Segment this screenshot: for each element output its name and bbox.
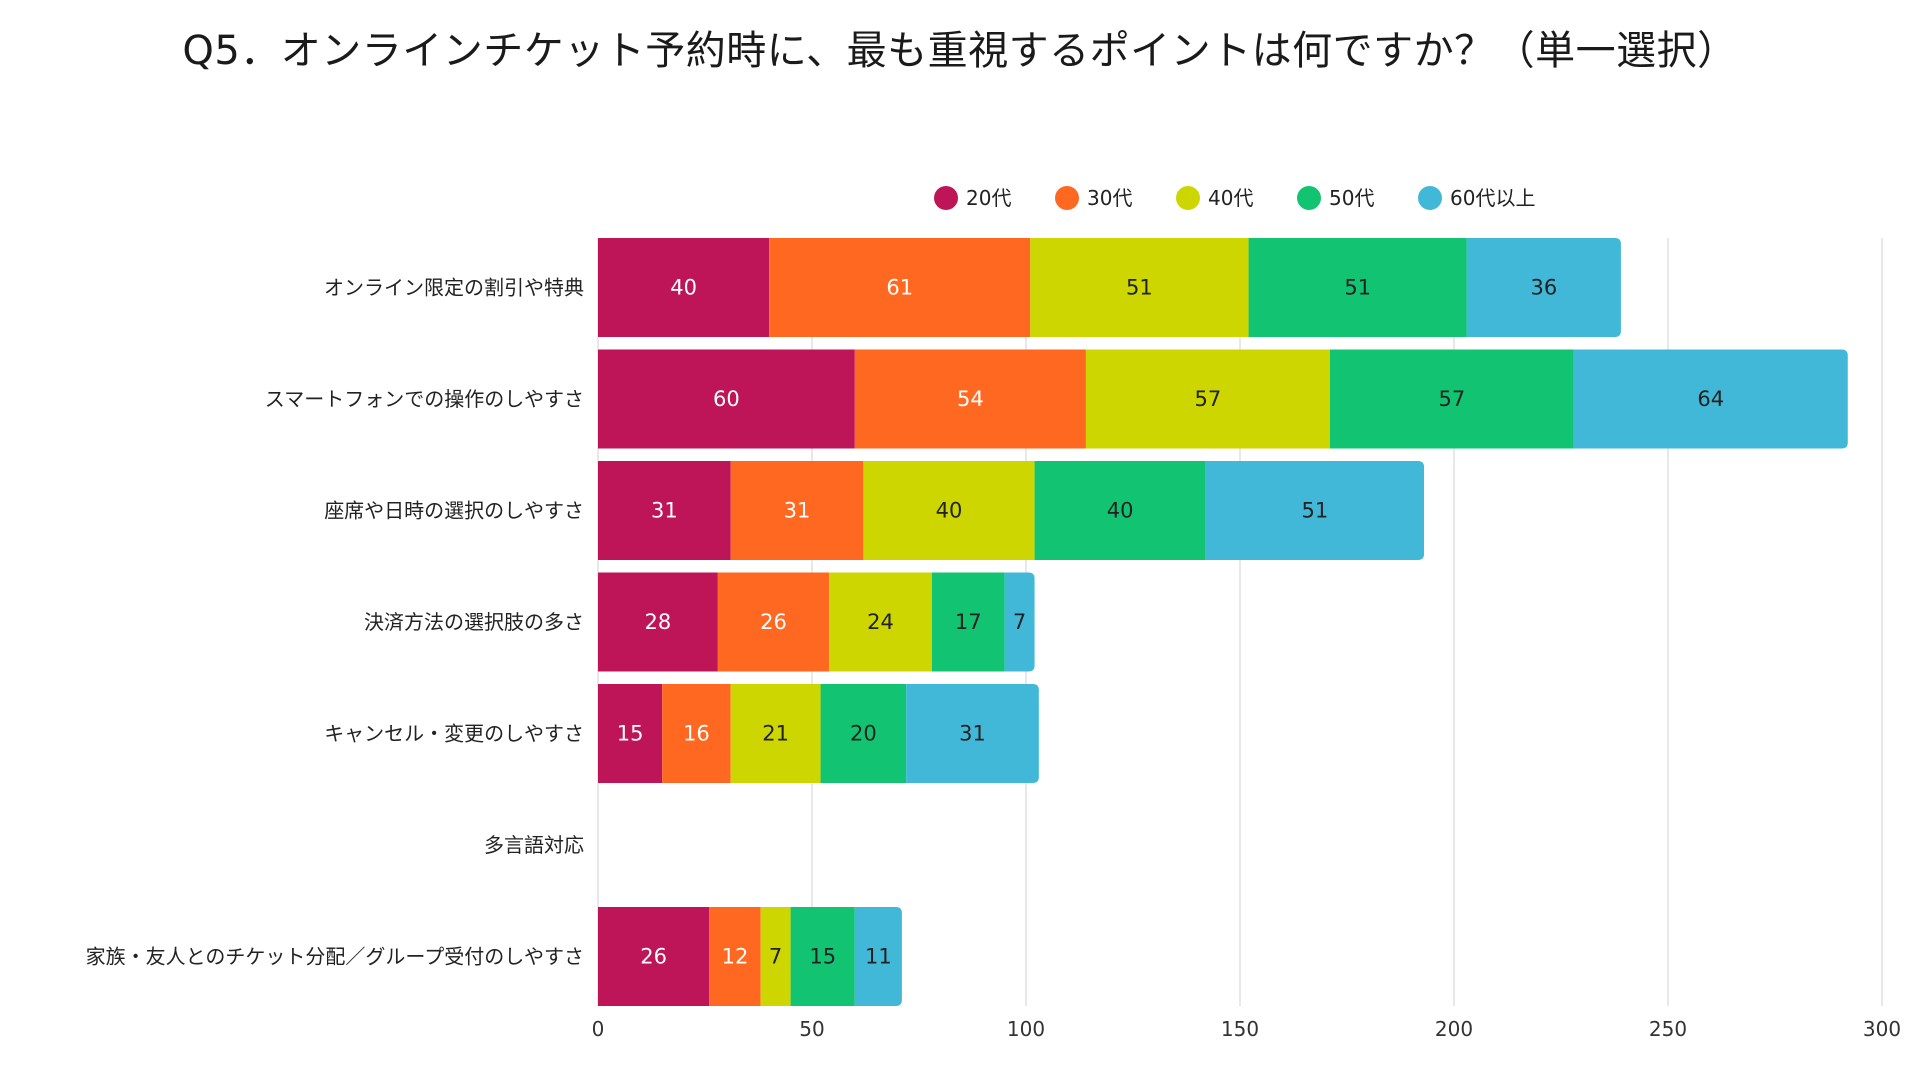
bar-segment bbox=[730, 684, 821, 783]
data-label: 57 bbox=[1195, 387, 1222, 411]
data-label: 31 bbox=[959, 722, 986, 746]
category-label: オンライン限定の割引や特典 bbox=[324, 276, 584, 300]
bar-segment bbox=[1034, 461, 1206, 560]
bar-segment bbox=[662, 684, 731, 783]
data-label: 54 bbox=[957, 387, 984, 411]
legend-marker bbox=[1418, 186, 1442, 210]
bar-segment bbox=[790, 907, 855, 1006]
data-label: 60 bbox=[713, 387, 740, 411]
chart-title: Q5．オンラインチケット予約時に、最も重視するポイントは何ですか？（単一選択） bbox=[182, 28, 1738, 74]
data-label: 61 bbox=[886, 276, 913, 300]
bar-segment bbox=[598, 238, 770, 337]
data-label: 7 bbox=[1013, 610, 1026, 634]
data-label: 51 bbox=[1126, 276, 1153, 300]
legend-label: 60代以上 bbox=[1450, 186, 1535, 210]
x-tick-label: 100 bbox=[1007, 1017, 1045, 1041]
data-label: 40 bbox=[1107, 499, 1134, 523]
data-label: 11 bbox=[865, 945, 892, 969]
bar-segment bbox=[1004, 572, 1035, 672]
x-tick-label: 0 bbox=[592, 1017, 605, 1041]
legend-marker bbox=[1055, 186, 1079, 210]
data-label: 64 bbox=[1697, 387, 1724, 411]
bar-segment bbox=[906, 684, 1039, 783]
legend-marker bbox=[1176, 186, 1200, 210]
x-tick-label: 300 bbox=[1863, 1017, 1901, 1041]
data-label: 15 bbox=[809, 945, 836, 969]
data-label: 57 bbox=[1438, 387, 1465, 411]
bar-segment bbox=[1205, 461, 1425, 560]
data-label: 40 bbox=[936, 499, 963, 523]
bar-segment bbox=[931, 572, 1005, 672]
bar-segment bbox=[709, 907, 761, 1006]
bar-segment bbox=[598, 461, 731, 560]
data-label: 51 bbox=[1344, 276, 1371, 300]
data-label: 20 bbox=[850, 722, 877, 746]
data-label: 28 bbox=[645, 610, 672, 634]
category-label: 多言語対応 bbox=[484, 833, 584, 857]
bar-segment bbox=[1248, 238, 1467, 337]
bar-segment bbox=[598, 907, 710, 1006]
category-labels: オンライン限定の割引や特典スマートフォンでの操作のしやすさ座席や日時の選択のしや… bbox=[86, 276, 584, 969]
bar-segment bbox=[598, 684, 663, 783]
bar-segment bbox=[863, 461, 1035, 560]
category-label: 決済方法の選択肢の多さ bbox=[364, 610, 584, 634]
bar-segment bbox=[1573, 349, 1848, 449]
data-label: 16 bbox=[683, 722, 710, 746]
x-tick-label: 150 bbox=[1221, 1017, 1259, 1041]
bar-segment bbox=[598, 349, 855, 449]
data-label: 51 bbox=[1302, 499, 1329, 523]
bar-segments bbox=[598, 238, 1848, 1006]
x-tick-label: 250 bbox=[1649, 1017, 1687, 1041]
data-label: 7 bbox=[769, 945, 782, 969]
legend-label: 50代 bbox=[1329, 186, 1374, 210]
category-label: キャンセル・変更のしやすさ bbox=[324, 722, 584, 746]
data-label: 26 bbox=[640, 945, 667, 969]
data-label: 40 bbox=[670, 276, 697, 300]
legend-marker bbox=[1297, 186, 1321, 210]
bar-segment bbox=[1085, 349, 1330, 449]
bar-segment bbox=[769, 238, 1031, 337]
bar-segment bbox=[598, 572, 718, 672]
x-tick-label: 50 bbox=[799, 1017, 824, 1041]
bar-segment bbox=[854, 907, 902, 1006]
bar-segment bbox=[829, 572, 932, 672]
bar-segment bbox=[1030, 238, 1249, 337]
bar-segment bbox=[717, 572, 830, 672]
data-label: 15 bbox=[617, 722, 644, 746]
data-label: 12 bbox=[722, 945, 749, 969]
bar-segment bbox=[1329, 349, 1574, 449]
legend-label: 20代 bbox=[966, 186, 1011, 210]
legend-marker bbox=[934, 186, 958, 210]
data-label: 26 bbox=[760, 610, 787, 634]
legend-label: 40代 bbox=[1208, 186, 1253, 210]
legend: 20代 30代 40代 50代 60代以上 bbox=[934, 186, 1535, 210]
x-tick-labels: 0 50 100 150 200 250 300 bbox=[592, 1017, 1901, 1041]
category-label: スマートフォンでの操作のしやすさ bbox=[265, 387, 584, 411]
category-label: 座席や日時の選択のしやすさ bbox=[324, 499, 584, 523]
bar-segment bbox=[1466, 238, 1621, 337]
data-label: 24 bbox=[867, 610, 894, 634]
data-label: 36 bbox=[1531, 276, 1558, 300]
x-tick-label: 200 bbox=[1435, 1017, 1473, 1041]
bar-segment bbox=[820, 684, 907, 783]
bar-segment bbox=[760, 907, 791, 1006]
legend-label: 30代 bbox=[1087, 186, 1132, 210]
bar-segment bbox=[854, 349, 1086, 449]
bar-segment bbox=[730, 461, 864, 560]
data-label: 31 bbox=[651, 499, 678, 523]
data-label: 31 bbox=[784, 499, 811, 523]
data-label: 21 bbox=[762, 722, 789, 746]
category-label: 家族・友人とのチケット分配／グループ受付のしやすさ bbox=[86, 945, 584, 969]
data-label: 17 bbox=[955, 610, 982, 634]
